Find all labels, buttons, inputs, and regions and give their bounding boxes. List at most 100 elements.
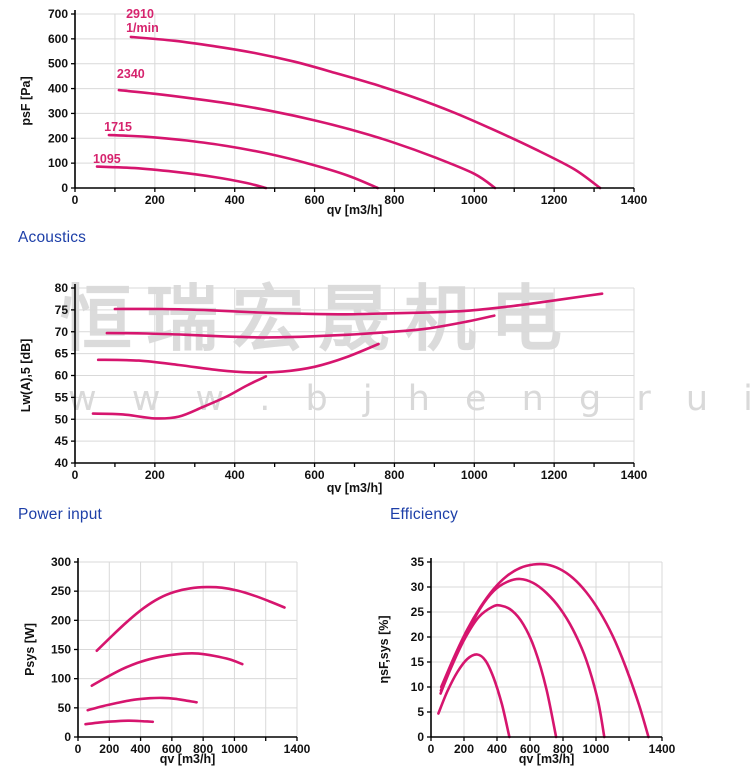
y-tick-label: 5 xyxy=(417,705,424,719)
x-tick-label: 1400 xyxy=(621,193,648,207)
x-tick-label: 800 xyxy=(193,742,213,756)
axes xyxy=(427,558,663,741)
tick-labels: 0 200 400 600 800 1000 1200 1400 40 45 50 55 60 65 70 7… xyxy=(55,281,648,482)
axes xyxy=(71,10,635,192)
acoustics-svg: 0 200 400 600 800 1000 1200 1400 40 45 50 55 60 65 70 7… xyxy=(19,281,648,495)
rpm-label: 1095 xyxy=(93,152,121,166)
rpm-label: 2910 xyxy=(126,7,154,21)
y-tick-label: 50 xyxy=(55,412,69,426)
section-heading-efficiency: Efficiency xyxy=(390,506,459,523)
x-tick-label: 1400 xyxy=(284,742,311,756)
curve-10951 xyxy=(95,165,268,190)
y-tick-label: 40 xyxy=(55,456,69,470)
rpm-label: 1/min xyxy=(126,21,159,35)
curve-23401 xyxy=(105,314,496,339)
curve-23401 xyxy=(117,88,497,190)
y-tick-label: 700 xyxy=(48,7,68,21)
y-tick-label: 400 xyxy=(48,82,68,96)
x-axis-label: qv [m3/h] xyxy=(327,481,383,495)
curve-10951 xyxy=(91,375,268,420)
y-tick-label: 65 xyxy=(55,347,69,361)
x-tick-label: 1000 xyxy=(583,742,610,756)
y-axis-label: psF [Pa] xyxy=(19,76,33,125)
x-tick-label: 800 xyxy=(384,193,404,207)
y-axis-label: Lw(A),5 [dB] xyxy=(19,339,33,413)
y-axis-label: Psys [W] xyxy=(23,623,37,676)
y-tick-label: 200 xyxy=(48,131,68,145)
section-heading-acoustics: Acoustics xyxy=(18,229,87,246)
y-tick-label: 500 xyxy=(48,57,68,71)
rpm-label: 2340 xyxy=(117,67,145,81)
x-tick-label: 0 xyxy=(72,468,79,482)
y-tick-label: 25 xyxy=(411,605,425,619)
x-tick-label: 1400 xyxy=(649,742,676,756)
x-tick-label: 1400 xyxy=(621,468,648,482)
x-tick-label: 400 xyxy=(487,742,507,756)
gridlines xyxy=(75,13,635,188)
x-axis-label: qv [m3/h] xyxy=(519,752,575,766)
x-tick-label: 200 xyxy=(99,742,119,756)
y-tick-label: 200 xyxy=(51,613,71,627)
y-tick-label: 75 xyxy=(55,303,69,317)
x-axis-label: qv [m3/h] xyxy=(160,752,216,766)
x-tick-label: 600 xyxy=(162,742,182,756)
y-tick-label: 300 xyxy=(48,106,68,120)
curve-10951 xyxy=(84,719,155,726)
x-tick-label: 1000 xyxy=(461,468,488,482)
y-tick-label: 70 xyxy=(55,325,69,339)
axes xyxy=(71,284,635,467)
y-tick-label: 0 xyxy=(64,730,71,744)
x-tick-label: 0 xyxy=(75,742,82,756)
y-tick-label: 100 xyxy=(51,672,71,686)
x-tick-label: 800 xyxy=(553,742,573,756)
x-tick-label: 400 xyxy=(225,193,245,207)
y-tick-label: 600 xyxy=(48,32,68,46)
x-tick-label: 1200 xyxy=(541,468,568,482)
series-curves xyxy=(437,562,650,739)
tick-labels: 0 200 400 600 800 1000 1400 0 50 100 150 200 250 300 xyxy=(51,555,311,756)
y-tick-label: 55 xyxy=(55,390,69,404)
curve-10951 xyxy=(437,653,511,739)
axes xyxy=(74,558,298,741)
x-axis-label: qv [m3/h] xyxy=(327,203,383,217)
curve-17151 xyxy=(86,696,198,712)
pressure-svg: 0 200 400 600 800 1000 1200 1400 0 100 200 300 400 50… xyxy=(19,7,648,217)
x-tick-label: 800 xyxy=(384,468,404,482)
y-tick-label: 100 xyxy=(48,156,68,170)
x-tick-label: 1000 xyxy=(461,193,488,207)
curve-17151 xyxy=(96,342,380,374)
pressure-vs-flow-chart: 0 200 400 600 800 1000 1200 1400 0 100 200 300 400 50… xyxy=(0,0,750,232)
y-tick-label: 30 xyxy=(411,580,425,594)
y-tick-label: 10 xyxy=(411,680,425,694)
series-curves xyxy=(84,585,286,726)
y-tick-label: 0 xyxy=(61,181,68,195)
gridlines xyxy=(431,561,663,737)
y-tick-label: 15 xyxy=(411,655,425,669)
efficiency-chart: 0 200 400 600 800 1000 1400 0 5 10 15 20 25 30 35 qv [m… xyxy=(375,540,750,781)
section-heading-power-input: Power input xyxy=(18,506,103,523)
curve-17151 xyxy=(107,133,379,190)
y-tick-label: 60 xyxy=(55,369,69,383)
x-tick-label: 0 xyxy=(428,742,435,756)
y-tick-label: 80 xyxy=(55,281,69,295)
curve-29101 xyxy=(95,585,286,652)
y-tick-label: 35 xyxy=(411,555,425,569)
y-tick-label: 250 xyxy=(51,584,71,598)
power-svg: 0 200 400 600 800 1000 1400 0 50 100 150 200 250 300 q… xyxy=(23,555,311,766)
x-tick-label: 1200 xyxy=(541,193,568,207)
efficiency-svg: 0 200 400 600 800 1000 1400 0 5 10 15 20 25 30 35 qv [m… xyxy=(377,555,676,766)
x-tick-label: 600 xyxy=(305,193,325,207)
x-tick-label: 600 xyxy=(305,468,325,482)
acoustics-chart: 0 200 400 600 800 1000 1200 1400 40 45 50 55 60 65 70 7… xyxy=(0,252,750,506)
x-tick-label: 400 xyxy=(225,468,245,482)
curve-29101 xyxy=(129,35,602,190)
rpm-label: 1715 xyxy=(104,120,132,134)
series-curves xyxy=(95,35,602,190)
y-tick-label: 300 xyxy=(51,555,71,569)
y-tick-label: 0 xyxy=(417,730,424,744)
curve-23401 xyxy=(90,652,244,687)
x-tick-label: 200 xyxy=(454,742,474,756)
power-input-chart: 0 200 400 600 800 1000 1400 0 50 100 150 200 250 300 q… xyxy=(0,540,375,781)
y-tick-label: 20 xyxy=(411,630,425,644)
